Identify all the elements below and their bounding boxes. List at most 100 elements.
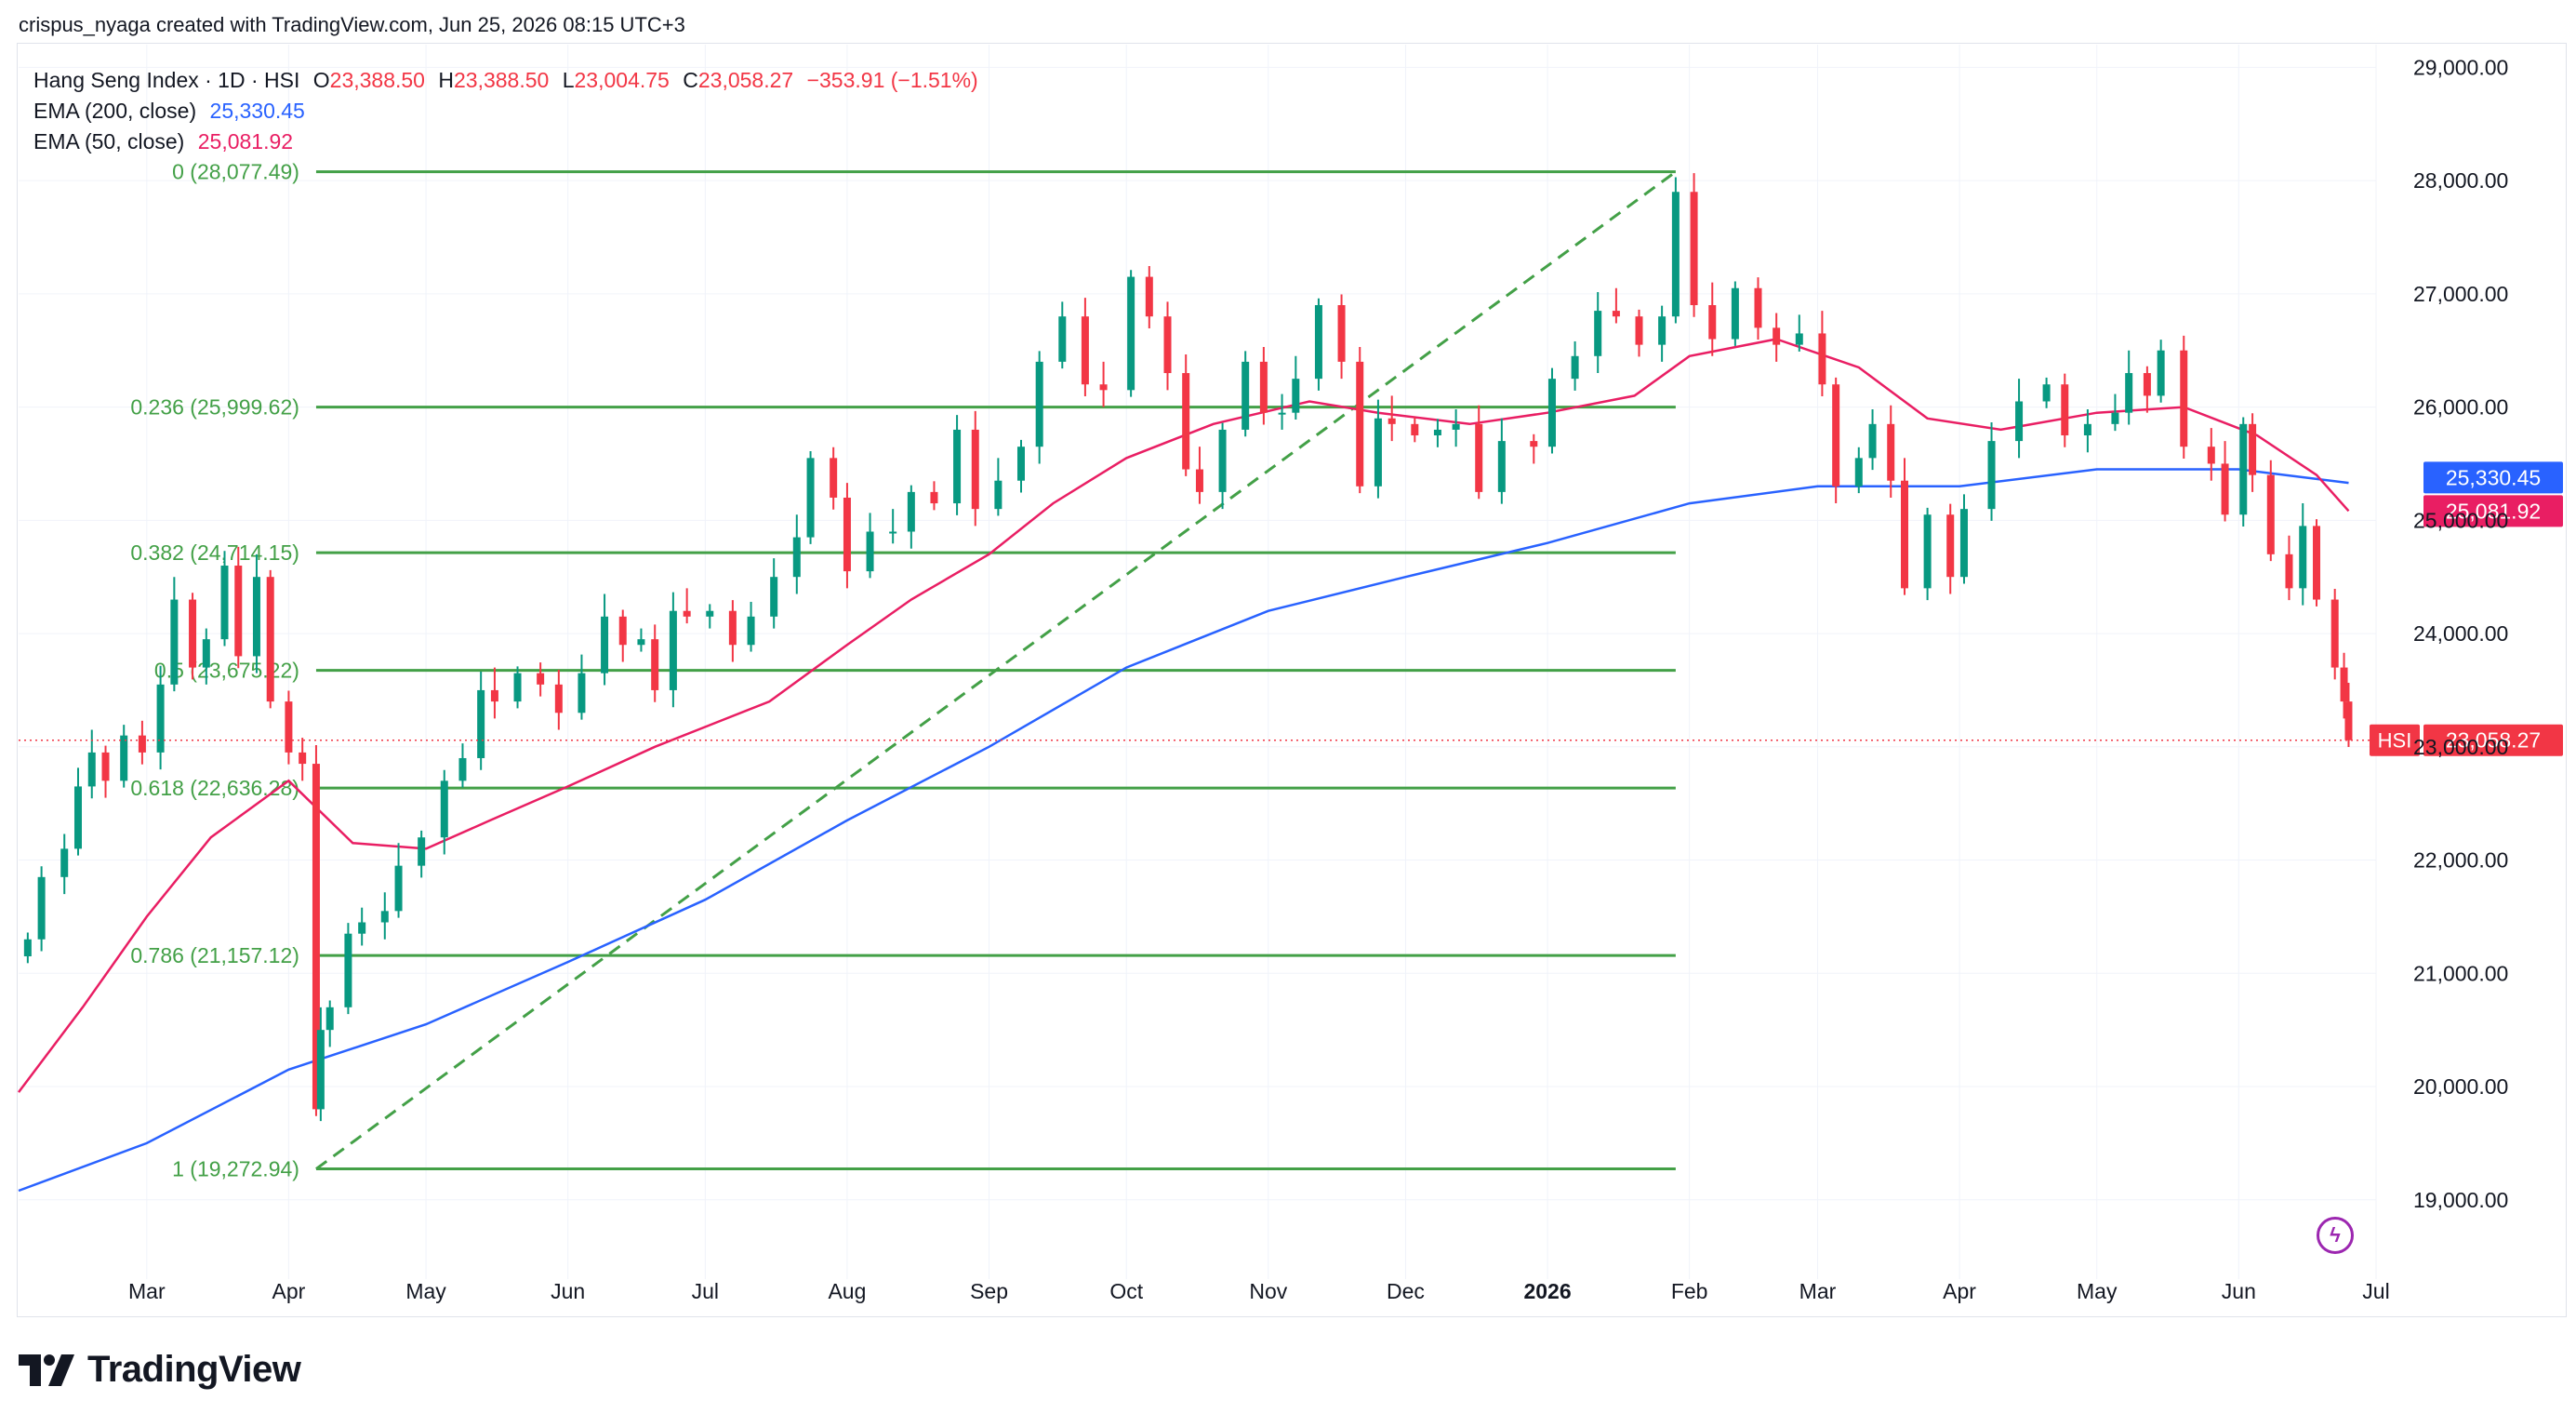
candle-body: [477, 689, 485, 758]
open-label: O: [312, 68, 330, 92]
candle-body: [1182, 373, 1190, 470]
ema200-tag-text: 25,330.45: [2446, 465, 2541, 489]
candle-body: [37, 876, 46, 940]
candle-body: [1731, 287, 1739, 340]
candle-body: [994, 480, 1003, 510]
candle-body: [907, 491, 915, 532]
candle-body: [2207, 447, 2215, 464]
ema200-value: 25,330.45: [209, 99, 305, 123]
candle-body: [1259, 361, 1268, 413]
candle-body: [1773, 327, 1781, 345]
candle-body: [380, 911, 389, 923]
candle-body: [1547, 379, 1556, 447]
candle-body: [2299, 526, 2307, 589]
candle-body: [87, 752, 96, 787]
candle-body: [669, 610, 677, 690]
last-price-tag-bg: [2423, 724, 2563, 756]
candle-body: [138, 735, 146, 753]
candle-body: [2344, 701, 2353, 740]
creator-line: crispus_nyaga created with TradingView.c…: [19, 13, 685, 36]
candle-body: [601, 616, 609, 673]
candle-body: [1594, 311, 1602, 356]
candle-body: [1163, 316, 1172, 374]
candle-body: [2061, 384, 2069, 436]
candle-body: [418, 837, 426, 866]
candle-body: [806, 458, 815, 538]
tradingview-logo[interactable]: TradingView: [19, 1349, 301, 1391]
lightning-icon[interactable]: ϟ: [2317, 1217, 2354, 1254]
y-tick-label: 20,000.00: [2413, 1074, 2508, 1099]
candle-body: [120, 735, 128, 781]
candle-body: [394, 865, 403, 912]
last-price-tag-text: 23,058.27: [2446, 728, 2541, 753]
candle-body: [578, 673, 586, 714]
candle-body: [1754, 287, 1762, 328]
candle-body: [1356, 361, 1364, 487]
fib-level-label: 0.236 (25,999.62): [130, 395, 299, 420]
candle-body: [316, 1030, 325, 1110]
candle-body: [651, 639, 659, 690]
chart-legend: Hang Seng Index · 1D · HSI O23,388.50 H2…: [33, 65, 978, 157]
candle-body: [953, 429, 962, 504]
last-price-line: HSI 23,058.27 25,330.45 25,081.92: [19, 461, 2563, 756]
candle-body: [170, 599, 179, 685]
ema200-row[interactable]: EMA (200, close) 25,330.45: [33, 96, 978, 127]
candle-body: [2111, 412, 2119, 424]
candle-body: [2042, 384, 2051, 402]
y-tick-label: 23,000.00: [2413, 735, 2508, 759]
candle-body: [202, 639, 210, 668]
brand-name: TradingView: [87, 1349, 301, 1390]
ema50-row[interactable]: EMA (50, close) 25,081.92: [33, 127, 978, 157]
candle-body: [2239, 423, 2248, 515]
candle-body: [1374, 418, 1382, 487]
candle-body: [1081, 316, 1089, 385]
candle-body: [285, 701, 293, 753]
fib-level-label: 0.618 (22,636.28): [130, 776, 299, 800]
x-tick-label: Jun: [551, 1279, 585, 1303]
candles: [23, 173, 2353, 1122]
candle-body: [299, 752, 307, 765]
candle-body: [554, 684, 563, 714]
candle-body: [1946, 514, 1955, 578]
fibonacci-retracement: 0 (28,077.49) 0.236 (25,999.62) 0.382 (24,…: [130, 160, 1677, 1181]
candle-body: [843, 497, 851, 572]
low-label: L: [562, 68, 575, 92]
candle-body: [1433, 429, 1441, 436]
candle-body: [889, 531, 897, 534]
candle-body: [1016, 447, 1025, 481]
x-tick-label: Aug: [828, 1279, 866, 1303]
candle-body: [60, 848, 69, 877]
candle-body: [1337, 305, 1346, 362]
candle-body: [1690, 192, 1698, 306]
chart-frame[interactable]: [17, 43, 2567, 1317]
candle-body: [2221, 463, 2229, 515]
candle-body: [618, 616, 627, 646]
candle-body: [830, 458, 838, 498]
candle-body: [1242, 361, 1250, 430]
grid-lines: [19, 45, 2377, 1279]
ema50-tag-bg: [2423, 495, 2563, 527]
candle-body: [2313, 526, 2321, 600]
candle-body: [344, 933, 352, 1007]
candle-body: [1195, 469, 1203, 492]
candle-body: [1612, 311, 1620, 317]
candle-body: [189, 599, 197, 668]
price-axis: 19,000.00 20,000.00 21,000.00 22,000.00 23,0…: [2413, 55, 2508, 1211]
x-tick-label: Apr: [1943, 1279, 1976, 1303]
candle-body: [728, 610, 737, 646]
y-tick-label: 25,000.00: [2413, 508, 2508, 532]
candle-body: [1292, 379, 1300, 413]
candle-body: [971, 429, 979, 510]
close-label: C: [683, 68, 698, 92]
y-tick-label: 21,000.00: [2413, 961, 2508, 985]
symbol-row[interactable]: Hang Seng Index · 1D · HSI O23,388.50 H2…: [33, 65, 978, 96]
x-tick-label: Mar: [1799, 1279, 1837, 1303]
candle-body: [252, 577, 260, 657]
candle-body: [1452, 423, 1460, 430]
candle-body: [1278, 412, 1286, 415]
candle-body: [2125, 373, 2133, 413]
candle-body: [2015, 401, 2024, 442]
tradingview-logo-icon: [19, 1354, 74, 1386]
candle-body: [1868, 423, 1877, 459]
